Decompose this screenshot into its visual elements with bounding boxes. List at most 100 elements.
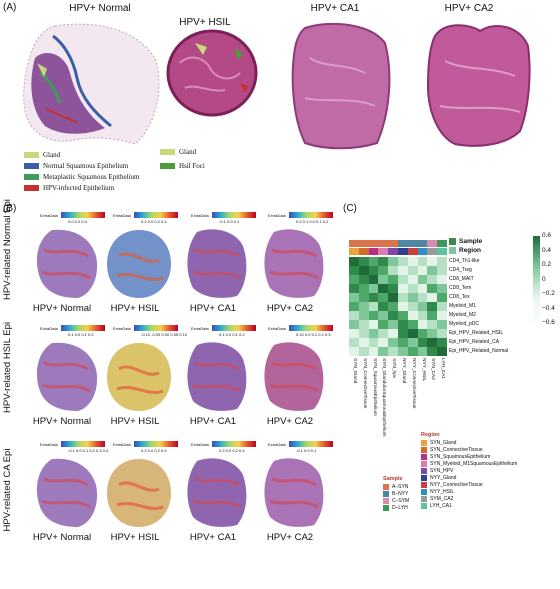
legend-label: SYN_ConnectiveTissue xyxy=(430,446,483,453)
heatmap-cell xyxy=(398,302,409,312)
heatmap-cell xyxy=(368,338,379,348)
heatmap-cell xyxy=(407,347,418,357)
legend-label: Hsil Foci xyxy=(179,162,205,170)
heatmap-row-label: Epi_HPV_Related_CA xyxy=(449,339,500,345)
heatmap-cell xyxy=(427,338,438,348)
region-legend-item: NYY_Gland xyxy=(421,474,517,481)
colorbar-ticks: 0.2 0.0 0.2 0.4 xyxy=(141,219,167,224)
region-legend-item: SYM_CA2 xyxy=(421,495,517,502)
heatmap-cell xyxy=(368,320,379,330)
row-label-ca-epi: HPV-related CA Epi xyxy=(2,448,13,532)
colorbar-title: ExtraData xyxy=(268,212,286,218)
colorbar-title: ExtraData xyxy=(191,212,209,218)
heatmap-cell xyxy=(368,302,379,312)
heatmap-cell xyxy=(378,338,389,348)
spatial-plot-label: HPV+ CA1 xyxy=(189,303,237,314)
colorbar-title: ExtraData xyxy=(268,441,286,447)
legend-label: LYH_CA1 xyxy=(430,502,452,509)
heatmap-cell xyxy=(358,257,369,267)
legend-swatch xyxy=(24,162,39,169)
heatmap-cell xyxy=(437,275,448,285)
spatial-plot-label: HPV+ CA2 xyxy=(266,416,314,427)
legend-label: NYY_HSIL xyxy=(430,488,455,495)
heatmap-cell xyxy=(388,275,399,285)
heatmap-col-labels: SYN_Gland SYN_ConnectiveTissue SYN_Squamou… xyxy=(349,358,447,437)
colorbar-gradient xyxy=(288,441,333,447)
legend-swatch xyxy=(421,460,427,467)
legend-swatch xyxy=(383,504,389,511)
tissue-image-normal xyxy=(23,23,160,145)
colorbar-ticks: 0.2 0.0 0.2 0.4 xyxy=(219,448,245,453)
tissue-image-ca2 xyxy=(426,24,531,147)
heatmap-cell xyxy=(349,338,360,348)
region-legend-item: SYN_Myeloid_M1SquamousEpithelium xyxy=(421,460,517,467)
spatial-spot-plot xyxy=(36,342,98,411)
colorbar-ticks: 0.1 0.0 0.1 0.2 xyxy=(68,332,94,337)
heatmap-cell xyxy=(437,320,448,330)
heatmap-cell xyxy=(417,311,428,321)
heatmap-cell xyxy=(427,257,438,267)
region-annotation-bar xyxy=(349,248,447,255)
heatmap-cell xyxy=(388,338,399,348)
heatmap-cell xyxy=(437,284,448,294)
colorbar: ExtraData xyxy=(191,441,259,447)
sample-legend-item: A–SYN xyxy=(383,483,409,490)
heatmap-cell xyxy=(417,302,428,312)
legend-swatch xyxy=(383,497,389,504)
heatmap-cell xyxy=(417,266,428,276)
legend-item: Normal Squamous Epithelium xyxy=(24,160,139,171)
spatial-plot-label: HPV+ CA2 xyxy=(266,303,314,314)
sample-legend-item: C–SYM xyxy=(383,497,409,504)
region-legend-item: LYH_CA1 xyxy=(421,502,517,509)
spatial-spot-plot xyxy=(187,458,247,527)
heatmap-cell xyxy=(378,347,389,357)
heatmap-cell xyxy=(378,266,389,276)
heatmap-cell xyxy=(427,302,438,312)
legend-swatch xyxy=(421,474,427,481)
colorbar-ticks: 0.1 0.0 0.1 0.2 xyxy=(219,332,245,337)
legend-label: Metaplastic Squamous Epithelium xyxy=(43,172,140,181)
heatmap-cell xyxy=(407,266,418,276)
heatmap-row-label: CD8_MAIT xyxy=(449,276,474,282)
spatial-spot-plot xyxy=(187,342,247,411)
heatmap-row-label: Myeloid_M1 xyxy=(449,303,476,309)
legend-swatch xyxy=(24,184,39,191)
row-label-normal-epi: HPV-related Normal Epi xyxy=(2,199,13,300)
spatial-plot-label: HPV+ CA2 xyxy=(266,532,314,543)
legend-swatch xyxy=(383,490,389,497)
region-legend-item: NYY_ConnectiveTissue xyxy=(421,481,517,488)
heatmap-cell xyxy=(349,311,360,321)
legend-swatch xyxy=(421,502,427,509)
heatmap-cell xyxy=(398,320,409,330)
spatial-spot-plot xyxy=(107,343,171,411)
heatmap-cell xyxy=(358,320,369,330)
legend-swatch xyxy=(421,481,427,488)
scale-tick-label: 0 xyxy=(542,275,546,283)
spatial-spot-plot xyxy=(264,229,324,298)
colorbar-title: ExtraData xyxy=(40,212,58,218)
colorbar-title: ExtraData xyxy=(40,441,58,447)
spatial-spot-plot xyxy=(187,229,247,298)
colorbar: ExtraData xyxy=(113,212,181,218)
heatmap-cell xyxy=(437,257,448,267)
heatmap-cell xyxy=(388,320,399,330)
legend-label: C–SYM xyxy=(392,497,410,504)
heatmap-cell xyxy=(388,266,399,276)
row-label-hsil-epi: HPV-related HSIL Epi xyxy=(2,322,13,413)
colorbar: ExtraData xyxy=(191,212,259,218)
heatmap-color-scale xyxy=(533,236,540,328)
legend-label: A–SYN xyxy=(392,483,409,490)
heatmap-cell xyxy=(407,257,418,267)
region-legend-item: SYN_SquamousEpithelium xyxy=(421,453,517,460)
panel-a-label: (A) xyxy=(3,2,17,13)
sample-legend-item: D–LYH xyxy=(383,504,409,511)
legend-swatch xyxy=(421,495,427,502)
heatmap-cell xyxy=(398,266,409,276)
region-legend-title: Region xyxy=(421,432,440,438)
heatmap-cell xyxy=(427,275,438,285)
heatmap-cell xyxy=(437,266,448,276)
heatmap-cell xyxy=(427,320,438,330)
heatmap-cell xyxy=(358,275,369,285)
colorbar-title: ExtraData xyxy=(113,212,131,218)
heatmap-col-label: SYN_hpv xyxy=(391,358,397,379)
